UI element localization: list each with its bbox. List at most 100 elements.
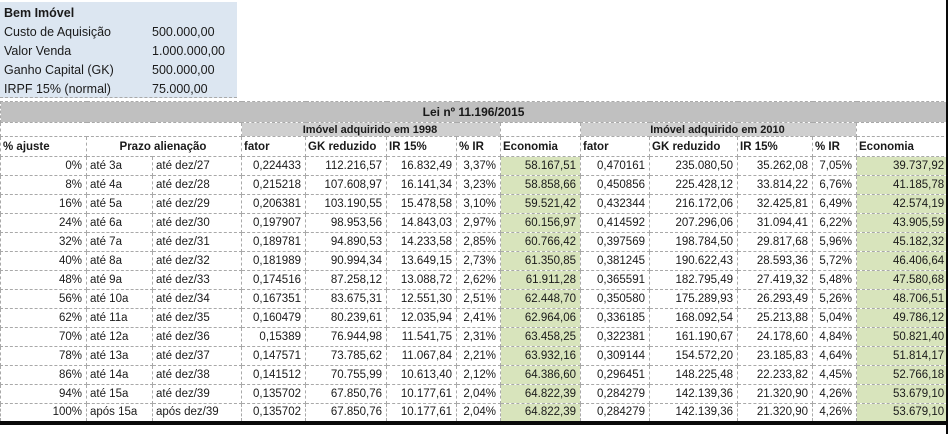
cell[interactable]: 0,141512	[241, 365, 306, 385]
cell[interactable]: 161.190,67	[649, 327, 738, 347]
cell[interactable]: 2,62%	[456, 270, 501, 290]
cell[interactable]: até dez/28	[152, 175, 242, 195]
cell[interactable]: 0,135702	[241, 384, 306, 404]
cell[interactable]: 5,04%	[812, 308, 857, 328]
cell[interactable]: 0,322381	[580, 327, 650, 347]
cell[interactable]: 25.213,88	[737, 308, 813, 328]
cell-empty[interactable]	[0, 122, 242, 137]
cell[interactable]: 0,432344	[580, 194, 650, 214]
col-header-ir15-1998[interactable]: IR 15%	[386, 136, 457, 157]
cell[interactable]: 4,64%	[812, 346, 857, 366]
cell[interactable]: 4,84%	[812, 327, 857, 347]
cell[interactable]: 0,336185	[580, 308, 650, 328]
cell[interactable]: 5,48%	[812, 270, 857, 290]
economia-cell[interactable]: 48.706,51	[855, 289, 946, 309]
cell[interactable]: 154.572,20	[649, 346, 738, 366]
cell[interactable]: 15.478,58	[386, 194, 457, 214]
cell[interactable]: 142.139,36	[649, 384, 738, 404]
cell[interactable]: 168.092,54	[649, 308, 738, 328]
cell[interactable]: até 15a	[86, 384, 153, 404]
cell[interactable]: 107.608,97	[305, 175, 387, 195]
cell[interactable]: 0,206381	[241, 194, 306, 214]
economia-cell[interactable]: 62.448,70	[500, 289, 581, 309]
cell[interactable]: 148.225,48	[649, 365, 738, 385]
economia-cell[interactable]: 63.458,25	[500, 327, 581, 347]
panel-row-custo[interactable]: Custo de Aquisição 500.000,00	[4, 23, 237, 42]
cell[interactable]: até dez/38	[152, 365, 242, 385]
cell[interactable]: 12.035,94	[386, 308, 457, 328]
cell[interactable]: 70%	[0, 327, 87, 347]
cell[interactable]: 103.190,55	[305, 194, 387, 214]
cell[interactable]: 23.185,83	[737, 346, 813, 366]
cell[interactable]: 0,309144	[580, 346, 650, 366]
cell[interactable]: 5,72%	[812, 251, 857, 271]
cell[interactable]: 70.755,99	[305, 365, 387, 385]
cell[interactable]: até dez/30	[152, 213, 242, 233]
cell[interactable]: 7,05%	[812, 156, 857, 176]
cell[interactable]: 2,97%	[456, 213, 501, 233]
cell[interactable]: até 13a	[86, 346, 153, 366]
cell[interactable]: 83.675,31	[305, 289, 387, 309]
cell[interactable]: 2,51%	[456, 289, 501, 309]
law-title-cell[interactable]: Lei nº 11.196/2015	[0, 101, 946, 123]
cell[interactable]: até 14a	[86, 365, 153, 385]
cell[interactable]: 198.784,50	[649, 232, 738, 252]
economia-cell[interactable]: 42.574,19	[855, 194, 946, 214]
economia-cell[interactable]: 59.521,42	[500, 194, 581, 214]
cell[interactable]: 10.177,61	[386, 384, 457, 404]
cell[interactable]: 2,12%	[456, 365, 501, 385]
cell[interactable]: 0,160479	[241, 308, 306, 328]
cell[interactable]: 73.785,62	[305, 346, 387, 366]
cell[interactable]: 56%	[0, 289, 87, 309]
cell[interactable]: 2,31%	[456, 327, 501, 347]
cell[interactable]: 16.141,34	[386, 175, 457, 195]
economia-cell[interactable]: 39.737,92	[855, 156, 946, 176]
cell[interactable]: 87.258,12	[305, 270, 387, 290]
economia-cell[interactable]: 53.679,10	[855, 403, 946, 423]
cell[interactable]: 5,96%	[812, 232, 857, 252]
economia-cell[interactable]: 64.822,39	[500, 384, 581, 404]
col-header-gk-2010[interactable]: GK reduzido	[649, 136, 738, 157]
cell[interactable]: 24%	[0, 213, 87, 233]
cell[interactable]: até dez/39	[152, 384, 242, 404]
cell[interactable]: 2,04%	[456, 403, 501, 423]
cell[interactable]: até 7a	[86, 232, 153, 252]
col-header-pctir-1998[interactable]: % IR	[456, 136, 501, 157]
group-2010-cell[interactable]: Imóvel adquirido em 2010	[580, 122, 857, 137]
economia-cell[interactable]: 60.156,97	[500, 213, 581, 233]
cell[interactable]: 31.094,41	[737, 213, 813, 233]
cell[interactable]: 0,284279	[580, 403, 650, 423]
economia-cell[interactable]: 58.858,66	[500, 175, 581, 195]
cell[interactable]: 0,147571	[241, 346, 306, 366]
cell[interactable]: 62%	[0, 308, 87, 328]
cell[interactable]: 0,414592	[580, 213, 650, 233]
cell[interactable]: 14.233,58	[386, 232, 457, 252]
cell[interactable]: 0,470161	[580, 156, 650, 176]
cell[interactable]: até dez/31	[152, 232, 242, 252]
cell[interactable]: 21.320,90	[737, 403, 813, 423]
cell[interactable]: 175.289,93	[649, 289, 738, 309]
cell[interactable]: até dez/36	[152, 327, 242, 347]
panel-row-valor-venda[interactable]: Valor Venda 1.000.000,00	[4, 42, 237, 61]
cell[interactable]: 0,215218	[241, 175, 306, 195]
economia-cell[interactable]: 51.814,17	[855, 346, 946, 366]
cell[interactable]: 0,397569	[580, 232, 650, 252]
cell[interactable]: 94%	[0, 384, 87, 404]
cell[interactable]: 24.178,60	[737, 327, 813, 347]
cell[interactable]: 16%	[0, 194, 87, 214]
cell[interactable]: 76.944,98	[305, 327, 387, 347]
cell[interactable]: 2,04%	[456, 384, 501, 404]
economia-cell[interactable]: 46.406,64	[855, 251, 946, 271]
cell[interactable]: 0,189781	[241, 232, 306, 252]
cell[interactable]: 207.296,06	[649, 213, 738, 233]
cell[interactable]: até dez/33	[152, 270, 242, 290]
cell[interactable]: 3,37%	[456, 156, 501, 176]
cell[interactable]: 14.843,03	[386, 213, 457, 233]
cell[interactable]: 35.262,08	[737, 156, 813, 176]
col-header-fator-2010[interactable]: fator	[580, 136, 650, 157]
economia-cell[interactable]: 47.580,68	[855, 270, 946, 290]
cell[interactable]: 100%	[0, 403, 87, 423]
cell[interactable]: 4,26%	[812, 384, 857, 404]
cell[interactable]: 0,284279	[580, 384, 650, 404]
panel-title[interactable]: Bem Imóvel	[4, 6, 75, 20]
